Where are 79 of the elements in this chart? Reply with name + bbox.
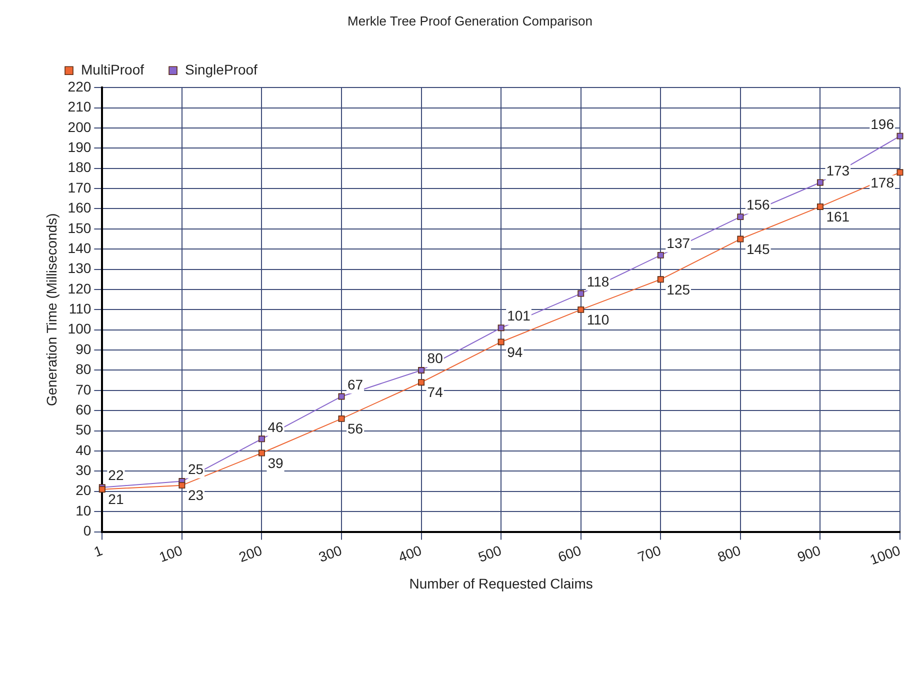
data-label: 74 <box>427 384 444 400</box>
legend-label: MultiProof <box>81 61 144 78</box>
y-tick-label: 50 <box>76 422 92 438</box>
point <box>737 214 744 220</box>
y-tick-label: 130 <box>68 260 92 276</box>
y-tick-label: 160 <box>68 200 92 216</box>
data-label: 118 <box>586 273 610 290</box>
x-tick-label: 300 <box>316 542 344 566</box>
legend-label: SingleProof <box>185 61 258 78</box>
x-tick-label: 700 <box>636 542 664 566</box>
data-label: 67 <box>348 376 364 392</box>
point <box>578 306 584 313</box>
point <box>657 252 664 258</box>
y-tick-label: 10 <box>76 502 92 518</box>
data-label: 110 <box>586 312 610 328</box>
point <box>657 276 664 283</box>
data-label: 23 <box>188 487 204 504</box>
y-tick-label: 140 <box>68 240 92 256</box>
data-label: 46 <box>268 418 284 435</box>
y-tick-label: 90 <box>76 340 92 357</box>
y-tick-label: 60 <box>76 401 92 418</box>
data-label: 137 <box>666 235 690 252</box>
y-tick-label: 40 <box>76 442 92 458</box>
y-tick-label: 80 <box>76 361 92 378</box>
y-tick-label: 30 <box>76 462 92 478</box>
data-label: 22 <box>108 467 124 484</box>
data-label: 94 <box>507 344 523 360</box>
point <box>498 338 504 346</box>
point <box>258 436 265 442</box>
point <box>178 482 186 489</box>
y-tick-label: 20 <box>76 482 92 498</box>
y-tick-label: 170 <box>68 179 92 196</box>
x-tick-label: 500 <box>476 542 504 566</box>
data-label: 156 <box>746 196 770 213</box>
data-label: 161 <box>826 208 850 225</box>
y-tick-label: 220 <box>68 78 92 94</box>
data-label: 56 <box>348 420 364 437</box>
point <box>498 324 504 332</box>
x-tick-label: 100 <box>156 542 184 566</box>
data-label: 21 <box>108 491 124 508</box>
x-tick-label: 1 <box>92 542 105 560</box>
data-label: 173 <box>826 162 850 178</box>
y-tick-label: 120 <box>68 280 92 296</box>
point <box>418 379 425 386</box>
point <box>896 132 904 140</box>
data-label: 196 <box>870 116 894 132</box>
point <box>816 179 824 186</box>
y-tick-label: 190 <box>68 139 92 156</box>
x-axis-title: Number of Requested Claims <box>409 575 593 592</box>
y-tick-label: 70 <box>76 381 92 398</box>
point <box>578 290 584 297</box>
x-tick-label: 400 <box>396 542 424 566</box>
y-axis-title: Generation Time (Milliseconds) <box>43 213 60 406</box>
data-label: 80 <box>427 350 444 366</box>
point <box>338 415 345 422</box>
y-tick-label: 210 <box>68 98 92 115</box>
point <box>258 450 265 456</box>
point <box>816 203 824 210</box>
y-tick-label: 100 <box>68 320 92 337</box>
x-tick-label: 600 <box>556 542 584 566</box>
y-tick-label: 110 <box>68 300 92 317</box>
chart-title: Merkle Tree Proof Generation Comparison <box>348 13 592 28</box>
data-label: 178 <box>870 174 894 190</box>
y-tick-label: 0 <box>83 522 92 539</box>
point <box>737 236 744 242</box>
data-label: 101 <box>507 308 531 324</box>
x-tick-label: 900 <box>795 542 823 566</box>
data-label: 25 <box>188 461 204 478</box>
y-tick-label: 150 <box>68 220 92 236</box>
data-label: 145 <box>746 240 770 257</box>
y-tick-label: 200 <box>68 118 92 135</box>
point <box>896 169 904 176</box>
data-label: 39 <box>268 454 284 471</box>
x-tick-label: 200 <box>236 542 264 566</box>
point <box>418 367 425 374</box>
x-tick-label: 1000 <box>868 542 903 568</box>
data-label: 125 <box>666 281 690 298</box>
y-tick-label: 180 <box>68 159 92 176</box>
x-tick-label: 800 <box>715 542 743 566</box>
